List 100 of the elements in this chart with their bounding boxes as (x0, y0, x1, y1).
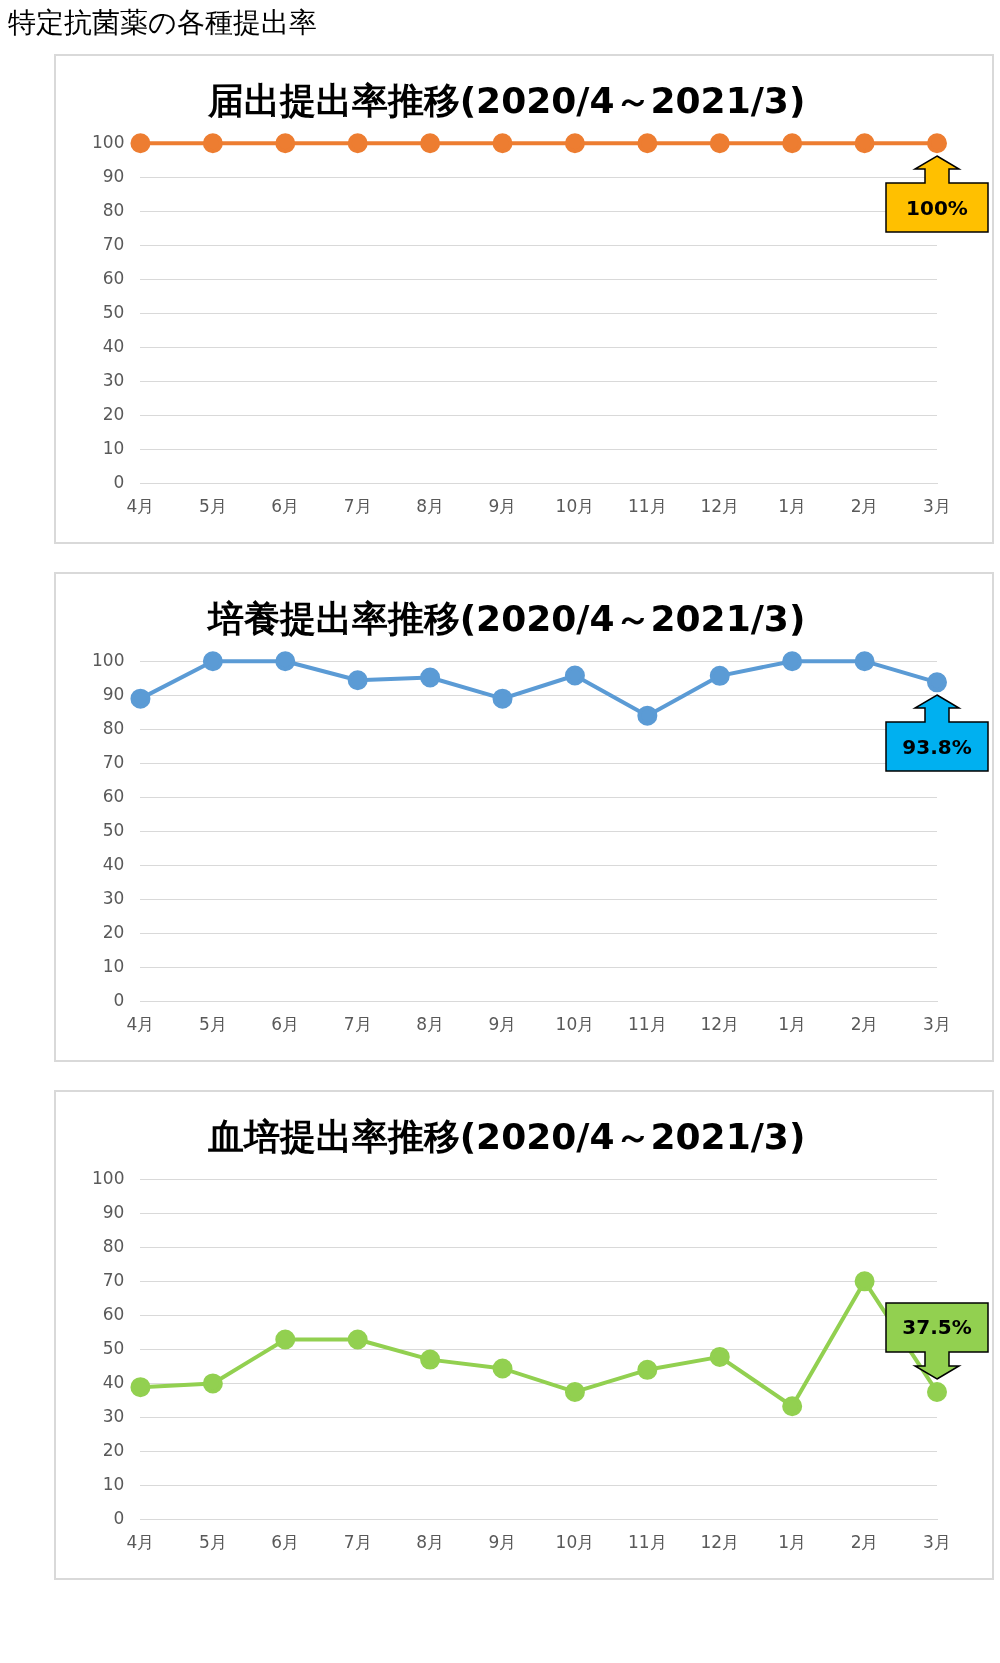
x-tick-label: 5月 (198, 1532, 227, 1553)
x-tick-label: 7月 (343, 1014, 372, 1035)
annotation: 100% (905, 195, 969, 223)
x-tick-label: 5月 (198, 496, 227, 517)
y-tick-label: 80 (102, 1235, 125, 1256)
x-tick-label: 10月 (555, 1532, 595, 1553)
x-tick-label: 11月 (628, 1014, 667, 1035)
y-tick-label: 100 (91, 131, 125, 152)
y-tick-label: 20 (102, 403, 125, 424)
x-tick-label: 2月 (850, 1014, 879, 1035)
x-tick-label: 12月 (700, 1532, 740, 1553)
point (564, 1381, 585, 1402)
x-tick-label: 12月 (700, 496, 740, 517)
x-tick-label: 8月 (416, 496, 445, 517)
y-tick-label: 20 (102, 921, 125, 942)
x-tick-label: 9月 (488, 496, 517, 517)
chart-title: 培養提出率推移(2020/4～2021/3) (205, 597, 806, 639)
x-tick-label: 6月 (271, 1532, 300, 1553)
x-tick-label: 2月 (850, 1532, 879, 1553)
x-tick-label: 6月 (271, 496, 300, 517)
y-tick-label: 30 (102, 1405, 125, 1426)
chart-title: 血培提出率推移(2020/4～2021/3) (206, 1115, 806, 1157)
y-tick-label: 60 (102, 1303, 125, 1324)
chart-title: 届出提出率推移(2020/4～2021/3) (206, 79, 806, 121)
y-tick-label: 40 (102, 335, 125, 356)
y-tick-label: 20 (102, 1439, 125, 1460)
y-tick-label: 10 (102, 1473, 125, 1494)
point (420, 1349, 441, 1370)
y-tick-label: 60 (102, 785, 125, 806)
x-tick-label: 4月 (126, 1532, 155, 1553)
y-tick-label: 50 (102, 1337, 125, 1358)
x-tick-label: 3月 (923, 496, 951, 517)
x-tick-label: 11月 (628, 1532, 667, 1553)
y-tick-label: 100 (91, 649, 125, 670)
x-tick-label: 7月 (343, 1532, 372, 1553)
x-tick-label: 3月 (923, 1532, 951, 1553)
y-tick-label: 0 (113, 472, 125, 493)
x-tick-label: 2月 (850, 496, 879, 517)
point (637, 1359, 658, 1380)
point (854, 1271, 875, 1292)
y-tick-label: 60 (102, 267, 125, 288)
point (927, 1381, 947, 1402)
point (637, 705, 658, 726)
x-tick-label: 12月 (700, 1014, 740, 1035)
x-tick-label: 1月 (778, 496, 807, 517)
x-tick-label: 8月 (416, 1014, 445, 1035)
point (564, 665, 585, 686)
y-tick-label: 80 (102, 717, 125, 738)
y-tick-label: 50 (102, 819, 125, 840)
point (275, 1329, 296, 1350)
point (854, 651, 875, 672)
point (782, 651, 803, 672)
point (130, 1377, 151, 1398)
y-tick-label: 70 (102, 233, 125, 254)
x-tick-label: 10月 (555, 1014, 595, 1035)
point (782, 1396, 803, 1417)
y-tick-label: 70 (102, 751, 125, 772)
y-tick-label: 70 (102, 1269, 125, 1290)
y-tick-label: 0 (113, 990, 125, 1011)
x-tick-label: 4月 (126, 1014, 155, 1035)
y-tick-label: 30 (102, 369, 125, 390)
y-tick-label: 10 (102, 437, 125, 458)
x-tick-label: 7月 (343, 496, 372, 517)
y-tick-label: 90 (102, 1201, 125, 1222)
point (709, 1346, 730, 1367)
x-tick-label: 5月 (198, 1014, 227, 1035)
x-tick-label: 3月 (923, 1014, 951, 1035)
x-tick-label: 9月 (488, 1014, 517, 1035)
point (927, 672, 947, 693)
y-tick-label: 40 (102, 853, 125, 874)
point (492, 1358, 513, 1379)
point (130, 688, 151, 709)
x-tick-label: 1月 (778, 1532, 807, 1553)
x-tick-label: 9月 (488, 1532, 517, 1553)
annotation: 37.5% (901, 1313, 973, 1341)
x-tick-label: 6月 (271, 1014, 300, 1035)
text: 特定抗菌薬の各種提出率 (8, 5, 318, 41)
point (275, 651, 296, 672)
x-tick-label: 11月 (628, 496, 667, 517)
point (347, 670, 368, 691)
y-tick-label: 100 (91, 1167, 125, 1188)
x-tick-label: 10月 (555, 496, 595, 517)
point (492, 688, 513, 709)
x-tick-label: 4月 (126, 496, 155, 517)
x-tick-label: 8月 (416, 1532, 445, 1553)
annotation: 93.8% (901, 734, 973, 762)
x-tick-label: 1月 (778, 1014, 807, 1035)
y-tick-label: 50 (102, 301, 125, 322)
y-tick-label: 80 (102, 199, 125, 220)
y-tick-label: 90 (102, 683, 125, 704)
point (347, 1329, 368, 1350)
point (709, 665, 730, 686)
point (202, 651, 223, 672)
y-tick-label: 10 (102, 955, 125, 976)
point (202, 1373, 223, 1394)
y-tick-label: 0 (113, 1508, 125, 1529)
y-tick-label: 40 (102, 1371, 125, 1392)
y-tick-label: 30 (102, 887, 125, 908)
point (420, 667, 441, 688)
y-tick-label: 90 (102, 165, 125, 186)
